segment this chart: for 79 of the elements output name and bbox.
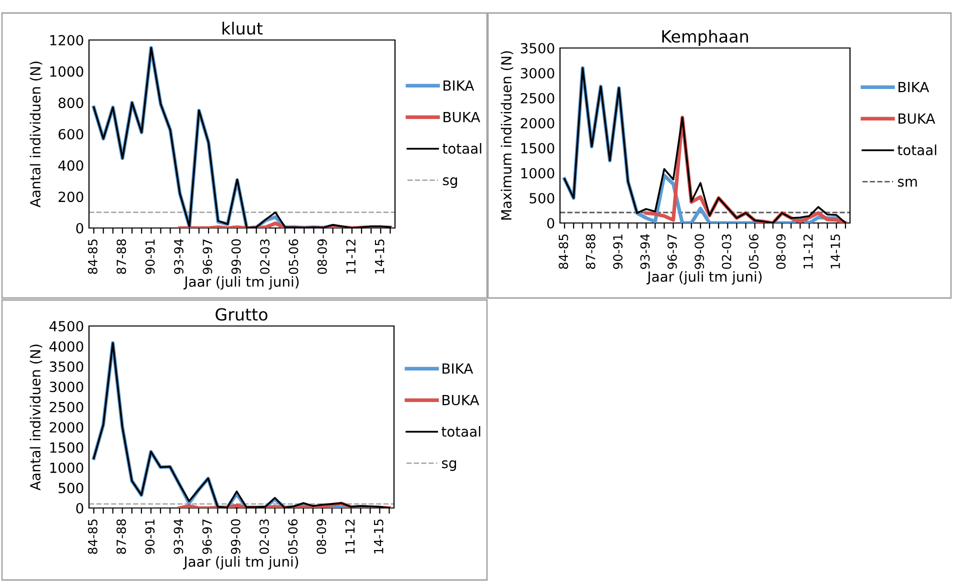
chart-title: Kemphaan (662, 30, 748, 46)
legend-label: sg (442, 460, 456, 471)
y-tick-label: 3500 (50, 361, 84, 372)
x-tick-label: 87-88 (116, 519, 126, 554)
x-tick-label: 05-06 (288, 239, 298, 274)
x-tick-label: 11-12 (346, 240, 356, 274)
chart-title: kluut (222, 22, 263, 35)
x-tick-label: 02-03 (722, 234, 732, 269)
legend-label: BIKA (442, 363, 474, 374)
x-tick-label: 96-97 (202, 519, 212, 554)
y-tick-label: 1000 (50, 462, 84, 474)
x-tick-label: 02-03 (260, 239, 270, 274)
chart-title: Grutto (216, 308, 268, 321)
legend-label: BUKA (444, 112, 480, 122)
y-tick-label: 1000 (50, 66, 84, 77)
y-tick-label: 3500 (520, 42, 554, 54)
legend-label: totaal (898, 144, 936, 156)
legend-label: totaal (442, 426, 480, 437)
legend-label: BUKA (442, 394, 480, 406)
y-tick-label: 800 (58, 98, 84, 108)
x-tick-label: 08-09 (776, 234, 786, 269)
x-tick-label: 84-85 (558, 234, 568, 269)
x-tick-label: 96-97 (202, 239, 212, 274)
x-tick-label: 87-88 (116, 239, 126, 274)
x-tick-label: 93-94 (174, 239, 184, 274)
legend-label: BUKA (898, 113, 936, 124)
y-tick-label: 0 (76, 502, 84, 514)
y-axis-title: Aantal individuen (N) (30, 344, 42, 490)
x-tick-label: 84-85 (88, 240, 98, 274)
x-axis-title: Jaar (juli tm juni) (646, 271, 762, 285)
y-tick-label: 2500 (50, 402, 84, 412)
x-tick-label: 14-15 (374, 240, 384, 274)
y-tick-label: 0 (547, 218, 554, 228)
y-axis-title: Maximum individuen (N) (500, 51, 514, 220)
x-tick-label: 14-15 (374, 520, 384, 554)
x-tick-label: 99-00 (231, 239, 241, 274)
x-tick-label: 05-06 (749, 234, 758, 269)
x-tick-label: 08-09 (316, 519, 326, 554)
x-tick-label: 05-06 (288, 519, 298, 554)
y-tick-label: 2000 (520, 118, 554, 128)
y-tick-label: 500 (530, 192, 554, 204)
x-tick-label: 87-88 (586, 234, 596, 269)
legend-label: sg (442, 177, 458, 188)
y-tick-label: 600 (58, 128, 84, 140)
y-tick-label: 1500 (50, 442, 84, 453)
x-tick-label: 08-09 (317, 239, 327, 274)
y-tick-label: 400 (58, 160, 84, 171)
x-tick-label: 02-03 (260, 519, 269, 554)
x-tick-label: 11-12 (803, 234, 813, 268)
x-tick-label: 93-94 (174, 519, 184, 554)
y-tick-label: 3000 (50, 382, 84, 392)
x-tick-label: 11-12 (345, 520, 355, 554)
x-tick-label: 96-97 (667, 234, 677, 269)
y-tick-label: 1000 (521, 168, 554, 178)
x-tick-label: 84-85 (88, 520, 98, 554)
y-tick-label: 4500 (49, 320, 84, 332)
y-tick-label: 2000 (50, 422, 84, 433)
x-tick-label: 99-00 (694, 234, 704, 269)
x-axis-title: Jaar (juli tm juni) (182, 556, 298, 570)
x-tick-label: 99-00 (230, 519, 240, 554)
legend-label: BIKA (898, 82, 930, 92)
legend-label: BIKA (444, 80, 474, 91)
x-tick-label: 90-91 (145, 520, 155, 554)
x-axis-title: Jaar (juli tm juni) (183, 276, 299, 290)
y-tick-label: 0 (76, 222, 84, 234)
y-tick-label: 200 (58, 192, 84, 202)
y-tick-label: 500 (58, 482, 84, 494)
x-tick-label: 14-15 (830, 234, 840, 268)
y-axis-title: Aantal individuen (N) (30, 62, 42, 208)
legend-label: sm (898, 178, 917, 187)
y-tick-label: 3000 (520, 68, 554, 78)
y-tick-label: 1500 (521, 142, 554, 154)
y-tick-label: 1200 (50, 34, 84, 46)
x-tick-label: 90-91 (613, 234, 623, 269)
x-tick-label: 93-94 (640, 234, 650, 269)
x-tick-label: 90-91 (145, 240, 155, 274)
y-tick-label: 2500 (520, 92, 554, 104)
y-tick-label: 4000 (49, 341, 84, 352)
legend-label: totaal (442, 143, 482, 154)
